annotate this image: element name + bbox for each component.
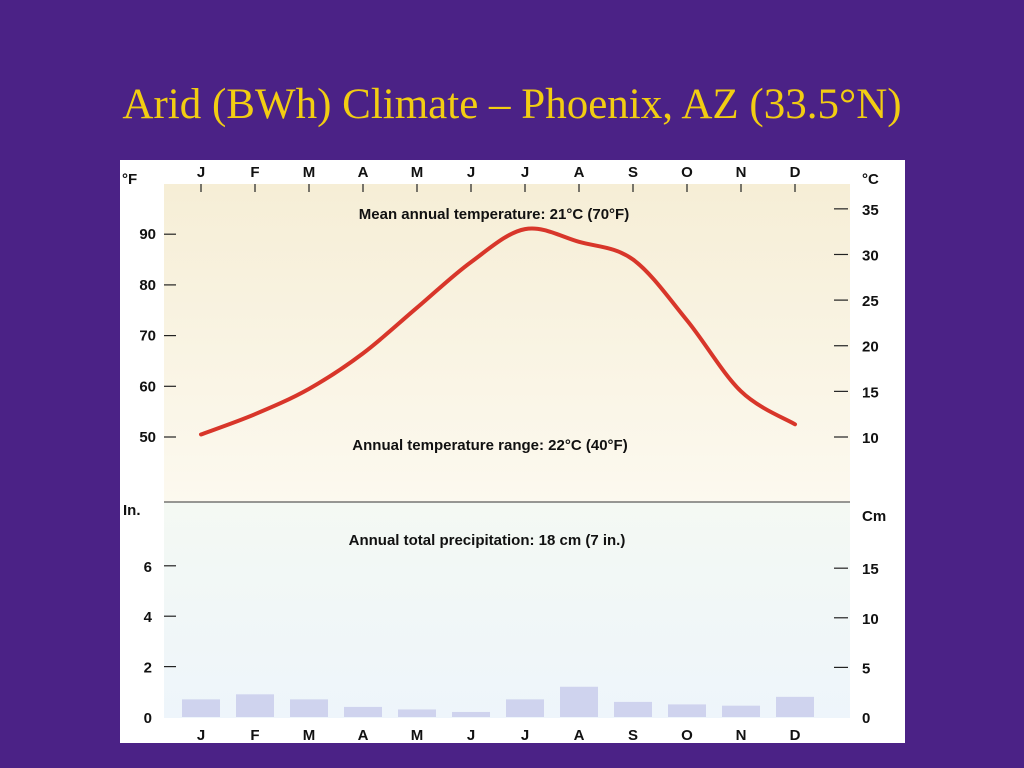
- tick-label-inches: 4: [144, 609, 153, 626]
- month-label-top: S: [628, 164, 638, 181]
- tick-label-cm: 5: [862, 660, 870, 677]
- climograph-chart: °F °C In. Cm Mean annual temperature: 21…: [120, 160, 905, 743]
- precipitation-bar: [614, 701, 652, 717]
- left-axis: 50 60 70 80 90 0 2 4 6: [139, 226, 176, 727]
- total-precipitation-annotation: Annual total precipitation: 18 cm (7 in.…: [349, 532, 626, 549]
- axis-unit-cm: Cm: [862, 508, 886, 525]
- precipitation-bar: [290, 699, 328, 717]
- tick-label-celsius: 10: [862, 430, 879, 447]
- month-label-top: D: [790, 164, 801, 181]
- precipitation-bar: [722, 705, 760, 717]
- month-label-top: M: [411, 164, 424, 181]
- mean-temperature-annotation: Mean annual temperature: 21°C (70°F): [359, 206, 629, 223]
- month-label-top: F: [250, 164, 259, 181]
- month-label-top: N: [736, 164, 747, 181]
- tick-label-celsius: 20: [862, 339, 879, 356]
- precipitation-bar: [506, 699, 544, 717]
- month-label-top: J: [197, 164, 205, 181]
- axis-unit-fahrenheit: °F: [122, 171, 137, 188]
- tick-label-inches: 2: [144, 660, 152, 677]
- month-label-bottom: M: [303, 727, 316, 743]
- precipitation-bar: [776, 696, 814, 717]
- month-label-bottom: J: [467, 727, 475, 743]
- precipitation-bar: [236, 694, 274, 717]
- tick-label-fahrenheit: 70: [139, 328, 156, 345]
- month-label-bottom: J: [521, 727, 529, 743]
- precipitation-bar: [560, 686, 598, 717]
- month-label-bottom: N: [736, 727, 747, 743]
- month-label-top: A: [358, 164, 369, 181]
- precipitation-bar: [452, 711, 490, 717]
- tick-label-celsius: 25: [862, 293, 879, 310]
- tick-label-celsius: 30: [862, 247, 879, 264]
- month-label-top: A: [574, 164, 585, 181]
- tick-label-cm: 15: [862, 561, 879, 578]
- tick-label-inches: 6: [144, 559, 152, 576]
- month-label-bottom: O: [681, 727, 693, 743]
- tick-label-celsius: 15: [862, 384, 879, 401]
- month-label-top: M: [303, 164, 316, 181]
- precipitation-bar: [668, 704, 706, 717]
- axis-unit-inches: In.: [123, 502, 141, 519]
- precipitation-bar: [398, 709, 436, 717]
- temperature-panel: [164, 184, 850, 502]
- right-axis: 10 15 20 25 30 35 0 5 10 15: [834, 202, 879, 727]
- month-label-top: J: [467, 164, 475, 181]
- precipitation-panel: [164, 502, 850, 718]
- slide-title: Arid (BWh) Climate – Phoenix, AZ (33.5°N…: [122, 81, 902, 128]
- month-label-bottom: J: [197, 727, 205, 743]
- month-label-top: J: [521, 164, 529, 181]
- month-label-bottom: A: [574, 727, 585, 743]
- month-label-bottom: A: [358, 727, 369, 743]
- month-label-top: O: [681, 164, 693, 181]
- precipitation-bar: [344, 706, 382, 717]
- tick-label-cm: 0: [862, 710, 870, 727]
- tick-label-cm: 10: [862, 611, 879, 628]
- tick-label-fahrenheit: 80: [139, 277, 156, 294]
- temperature-line: [199, 226, 797, 437]
- month-label-bottom: D: [790, 727, 801, 743]
- precipitation-bar: [182, 699, 220, 717]
- month-label-bottom: S: [628, 727, 638, 743]
- tick-label-fahrenheit: 60: [139, 378, 156, 395]
- tick-label-fahrenheit: 50: [139, 429, 156, 446]
- temperature-range-annotation: Annual temperature range: 22°C (40°F): [352, 437, 627, 454]
- month-label-bottom: M: [411, 727, 424, 743]
- tick-label-fahrenheit: 90: [139, 226, 156, 243]
- month-label-bottom: F: [250, 727, 259, 743]
- precipitation-bars: [182, 686, 814, 717]
- tick-label-inches: 0: [144, 710, 152, 727]
- tick-label-celsius: 35: [862, 202, 879, 219]
- axis-unit-celsius: °C: [862, 171, 879, 188]
